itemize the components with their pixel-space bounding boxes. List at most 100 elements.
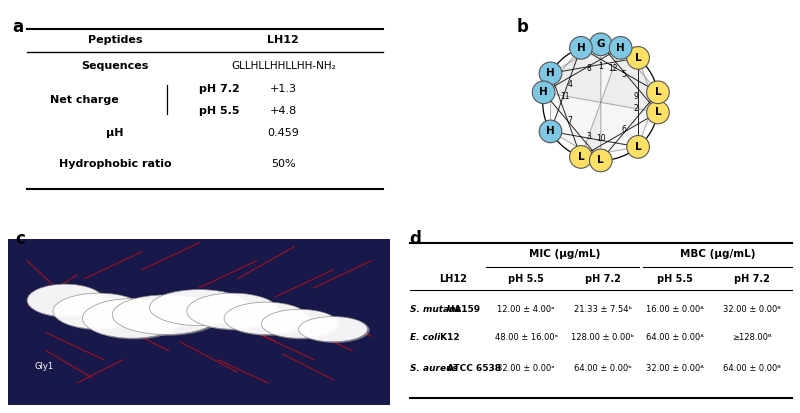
- Ellipse shape: [29, 285, 106, 318]
- Text: 50%: 50%: [271, 159, 296, 169]
- Ellipse shape: [186, 293, 278, 329]
- Polygon shape: [544, 48, 658, 112]
- Text: pH 5.5: pH 5.5: [658, 274, 694, 284]
- Text: L: L: [654, 107, 662, 117]
- Text: S. aureus: S. aureus: [410, 364, 458, 373]
- Circle shape: [539, 120, 562, 143]
- Text: Peptides: Peptides: [88, 35, 142, 45]
- Circle shape: [570, 146, 592, 168]
- Text: 64.00 ± 0.00ᴬ: 64.00 ± 0.00ᴬ: [646, 333, 704, 342]
- Text: 128.00 ± 0.00ᵇ: 128.00 ± 0.00ᵇ: [571, 333, 634, 342]
- Text: ≥128.00ᴮ: ≥128.00ᴮ: [732, 333, 772, 342]
- Text: GLLHLLHHLLHH-NH₂: GLLHLLHHLLHH-NH₂: [231, 62, 336, 71]
- Circle shape: [539, 62, 562, 85]
- Text: 8: 8: [586, 64, 591, 73]
- Text: Gly1: Gly1: [34, 362, 54, 371]
- Circle shape: [590, 33, 612, 56]
- Text: UA159: UA159: [444, 305, 481, 314]
- Text: pH 7.2: pH 7.2: [734, 274, 770, 284]
- Text: 6: 6: [622, 126, 626, 135]
- Text: pH 5.5: pH 5.5: [199, 107, 240, 116]
- Text: 9: 9: [634, 92, 638, 101]
- Text: G: G: [597, 39, 605, 49]
- Text: H: H: [546, 68, 555, 78]
- Text: +1.3: +1.3: [270, 84, 297, 94]
- Text: Sequences: Sequences: [82, 62, 149, 71]
- Text: H: H: [546, 126, 555, 136]
- Text: 64.00 ± 0.00ᵇ: 64.00 ± 0.00ᵇ: [574, 364, 632, 373]
- Text: Net charge: Net charge: [50, 95, 119, 104]
- Text: 21.33 ± 7.54ᵇ: 21.33 ± 7.54ᵇ: [574, 305, 632, 314]
- Text: LH12: LH12: [267, 35, 299, 45]
- Text: ATCC 6538: ATCC 6538: [444, 364, 502, 373]
- Ellipse shape: [262, 309, 338, 338]
- Text: Hydrophobic ratio: Hydrophobic ratio: [58, 159, 171, 169]
- Text: c: c: [16, 230, 26, 248]
- Ellipse shape: [189, 294, 281, 330]
- Text: 11: 11: [561, 92, 570, 101]
- Ellipse shape: [82, 299, 182, 338]
- Circle shape: [532, 81, 555, 104]
- Ellipse shape: [224, 302, 308, 335]
- Text: L: L: [634, 142, 642, 152]
- Text: 32.00 ± 0.00ᴬ: 32.00 ± 0.00ᴬ: [646, 364, 704, 373]
- FancyBboxPatch shape: [8, 239, 390, 405]
- Circle shape: [646, 101, 670, 124]
- Text: L: L: [654, 87, 662, 97]
- Text: L: L: [634, 53, 642, 63]
- Circle shape: [570, 36, 592, 59]
- Ellipse shape: [263, 310, 340, 339]
- Ellipse shape: [85, 299, 184, 339]
- Circle shape: [610, 36, 632, 59]
- Ellipse shape: [112, 295, 219, 335]
- Text: 48.00 ± 16.00ᵃ: 48.00 ± 16.00ᵃ: [494, 333, 558, 342]
- Text: +4.8: +4.8: [270, 107, 297, 116]
- Text: b: b: [517, 18, 529, 36]
- Text: 12: 12: [608, 64, 618, 73]
- Text: 12.00 ± 4.00ᵃ: 12.00 ± 4.00ᵃ: [498, 305, 555, 314]
- Text: μH: μH: [106, 128, 124, 138]
- Polygon shape: [550, 44, 601, 160]
- Text: 0.459: 0.459: [267, 128, 299, 138]
- Text: d: d: [410, 230, 422, 248]
- Text: 32.00 ± 0.00ᵃ: 32.00 ± 0.00ᵃ: [498, 364, 555, 373]
- Polygon shape: [581, 48, 658, 157]
- Text: pH 5.5: pH 5.5: [508, 274, 544, 284]
- Ellipse shape: [151, 290, 251, 326]
- Text: LH12: LH12: [440, 274, 467, 284]
- Text: pH 7.2: pH 7.2: [585, 274, 621, 284]
- Circle shape: [626, 135, 650, 158]
- Text: H: H: [577, 43, 586, 53]
- Text: L: L: [578, 152, 584, 162]
- Text: pH 7.2: pH 7.2: [199, 84, 240, 94]
- Circle shape: [590, 149, 612, 172]
- Ellipse shape: [301, 318, 370, 343]
- Text: 16.00 ± 0.00ᴬ: 16.00 ± 0.00ᴬ: [646, 305, 704, 314]
- Text: H: H: [616, 43, 625, 53]
- Text: H: H: [539, 87, 548, 97]
- Text: S. mutans: S. mutans: [410, 305, 461, 314]
- Text: 10: 10: [596, 134, 606, 143]
- Text: 3: 3: [586, 132, 591, 141]
- Text: 32.00 ± 0.00ᴮ: 32.00 ± 0.00ᴮ: [723, 305, 781, 314]
- Text: 7: 7: [567, 116, 572, 125]
- Ellipse shape: [114, 296, 222, 335]
- Ellipse shape: [53, 293, 145, 329]
- Text: E. coli: E. coli: [410, 333, 440, 342]
- Text: MBC (μg/mL): MBC (μg/mL): [680, 249, 755, 259]
- Ellipse shape: [226, 303, 310, 335]
- Text: 5: 5: [622, 70, 626, 79]
- Ellipse shape: [55, 294, 146, 330]
- Text: a: a: [12, 18, 23, 36]
- Text: 2: 2: [634, 104, 638, 113]
- Text: MIC (μg/mL): MIC (μg/mL): [529, 249, 600, 259]
- Circle shape: [646, 81, 670, 104]
- Circle shape: [626, 47, 650, 69]
- Ellipse shape: [150, 290, 249, 325]
- Text: K12: K12: [438, 333, 460, 342]
- Ellipse shape: [298, 316, 367, 342]
- Text: 64.00 ± 0.00ᴮ: 64.00 ± 0.00ᴮ: [723, 364, 781, 373]
- Text: 4: 4: [567, 80, 572, 89]
- Text: 1: 1: [598, 62, 603, 71]
- Text: L: L: [598, 155, 604, 166]
